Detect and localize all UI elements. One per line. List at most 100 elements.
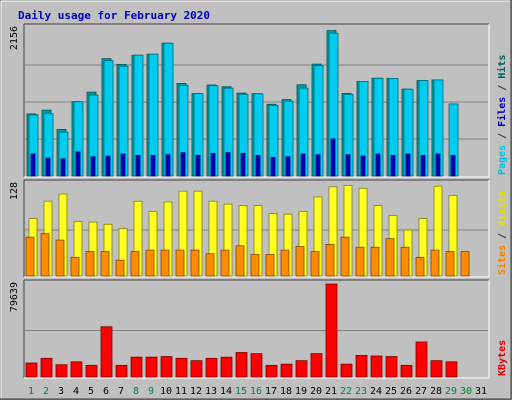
bar-pages-day-19 [300,153,306,177]
bar-pages-day-9 [150,155,156,177]
bar-kbytes-day-17 [265,364,278,378]
bar-pages-day-4 [75,151,81,177]
bar-kbytes-day-10 [160,356,173,378]
bar-sites-day-2 [40,233,50,277]
x-tick-label-day-21: 21 [325,386,337,397]
bar-kbytes-day-2 [40,357,53,378]
bar-sites-day-18 [280,249,290,277]
bar-kbytes-day-8 [130,356,143,378]
bar-kbytes-day-26 [400,364,413,378]
bar-kbytes-day-23 [355,354,368,378]
legend-part-0: Pages [497,145,508,175]
bar-pages-day-2 [45,157,51,177]
bar-sites-day-1 [25,236,35,277]
panel-middle-legend-label: Sites / Visits [496,191,508,275]
bar-pages-day-24 [375,153,381,177]
bar-sites-day-16 [250,254,260,277]
bar-kbytes-day-22 [340,363,353,378]
bar-kbytes-day-24 [370,355,383,378]
bar-sites-day-5 [85,251,95,277]
bar-pages-day-13 [210,152,216,177]
x-tick-label-day-14: 14 [220,386,232,397]
x-tick-label-day-29: 29 [445,386,457,397]
bar-sites-day-22 [340,236,350,277]
bar-kbytes-day-9 [145,356,158,378]
bar-kbytes-day-18 [280,363,293,378]
bar-pages-day-25 [390,155,396,177]
bar-kbytes-day-21 [325,283,338,378]
bar-sites-day-7 [115,259,125,277]
bar-kbytes-day-20 [310,353,323,378]
x-tick-label-day-8: 8 [133,386,139,397]
bar-kbytes-day-5 [85,364,98,378]
panel-top-y-max-label: 2156 [9,26,20,50]
bar-sites-day-21 [325,243,335,277]
bar-kbytes-day-28 [430,360,443,378]
legend-part-3: / [497,79,508,97]
bar-pages-day-22 [345,154,351,177]
legend-part-2: Files [496,97,508,127]
legend-part-0: Sites [496,245,508,275]
bar-pages-day-1 [30,153,36,177]
bar-sites-day-27 [415,256,425,277]
x-tick-label-day-23: 23 [355,386,367,397]
bar-kbytes-day-13 [205,357,218,378]
x-tick-label-day-3: 3 [58,386,64,397]
bar-sites-day-11 [175,249,185,277]
bar-sites-day-12 [190,249,200,277]
x-tick-label-day-13: 13 [205,386,217,397]
bar-kbytes-day-3 [55,364,68,378]
x-tick-label-day-2: 2 [43,386,49,397]
bar-kbytes-day-14 [220,356,233,378]
bar-sites-day-30 [460,251,470,277]
x-tick-label-day-26: 26 [400,386,412,397]
x-tick-label-day-28: 28 [430,386,442,397]
bar-kbytes-day-16 [250,353,263,378]
bar-pages-day-10 [165,154,171,177]
x-tick-label-day-22: 22 [340,386,352,397]
bar-sites-day-17 [265,254,275,277]
bar-pages-day-12 [195,155,201,177]
x-tick-label-day-9: 9 [148,386,154,397]
bar-sites-day-4 [70,256,80,277]
bar-kbytes-day-4 [70,361,83,378]
x-tick-label-day-19: 19 [295,386,307,397]
bar-pages-day-21 [330,138,336,177]
panel-bottom-y-max-label: 79639 [9,282,20,312]
bar-pages-day-6 [105,155,111,177]
bar-pages-day-18 [285,156,291,177]
chart-title: Daily usage for February 2020 [18,9,210,22]
bar-sites-day-14 [220,249,230,277]
bar-sites-day-8 [130,251,140,277]
legend-part-0: KBytes [497,340,508,376]
bar-kbytes-day-27 [415,341,428,378]
legend-part-1: / [497,227,508,245]
bar-pages-day-27 [420,155,426,177]
bar-kbytes-day-15 [235,352,248,378]
bar-pages-day-11 [180,152,186,177]
x-tick-label-day-1: 1 [28,386,34,397]
x-tick-label-day-24: 24 [370,386,382,397]
legend-part-2: Visits [496,191,508,227]
bar-pages-day-20 [315,154,321,177]
bar-sites-day-28 [430,249,440,277]
bar-sites-day-15 [235,245,245,277]
x-tick-label-day-27: 27 [415,386,427,397]
bar-pages-day-3 [60,158,66,177]
bar-pages-day-28 [435,153,441,177]
bar-kbytes-day-7 [115,364,128,378]
bar-kbytes-day-12 [190,360,203,378]
panel-middle-y-max-label: 128 [9,182,20,200]
bar-pages-day-16 [255,155,261,177]
x-tick-label-day-5: 5 [88,386,94,397]
bar-kbytes-day-6 [100,326,113,378]
x-tick-label-day-10: 10 [160,386,172,397]
bar-sites-day-23 [355,246,365,277]
bar-sites-day-26 [400,246,410,277]
x-tick-label-day-20: 20 [310,386,322,397]
x-tick-label-day-16: 16 [250,386,262,397]
bar-sites-day-25 [385,238,395,277]
bar-pages-day-14 [225,152,231,177]
